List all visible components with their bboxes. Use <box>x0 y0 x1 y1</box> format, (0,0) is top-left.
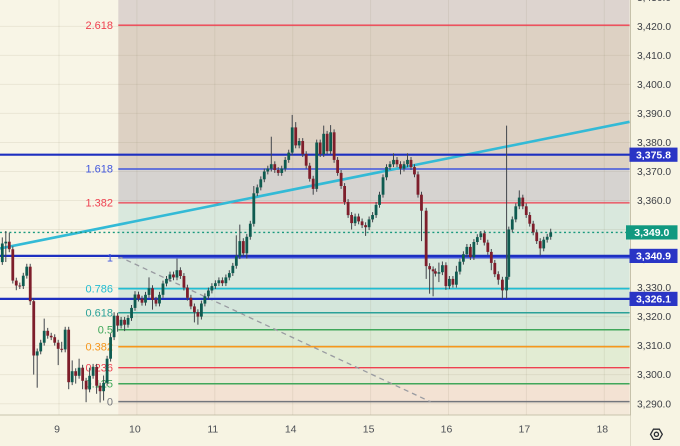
svg-text:14: 14 <box>285 424 297 436</box>
svg-text:3,320.0: 3,320.0 <box>637 312 671 323</box>
svg-text:15: 15 <box>363 424 375 436</box>
svg-text:3,349.0: 3,349.0 <box>634 227 669 239</box>
svg-text:3,310.0: 3,310.0 <box>637 341 671 352</box>
svg-text:2.618: 2.618 <box>85 20 113 32</box>
svg-text:3,340.9: 3,340.9 <box>636 251 671 263</box>
svg-text:0: 0 <box>107 396 113 408</box>
svg-text:16: 16 <box>441 424 453 436</box>
svg-text:0.382: 0.382 <box>85 341 113 353</box>
svg-text:0.618: 0.618 <box>85 308 113 320</box>
svg-text:1.382: 1.382 <box>85 198 113 210</box>
svg-text:0.5: 0.5 <box>98 324 113 336</box>
svg-text:9: 9 <box>54 424 60 436</box>
svg-text:3,300.0: 3,300.0 <box>637 370 671 381</box>
svg-text:3,430.0: 3,430.0 <box>637 0 671 4</box>
svg-text:3,420.0: 3,420.0 <box>637 22 671 33</box>
svg-text:3,410.0: 3,410.0 <box>637 51 671 62</box>
svg-text:3,290.0: 3,290.0 <box>637 399 671 410</box>
svg-text:3,400.0: 3,400.0 <box>637 80 671 91</box>
svg-text:0.786: 0.786 <box>85 283 113 295</box>
svg-text:3,360.0: 3,360.0 <box>637 196 671 207</box>
svg-text:11: 11 <box>207 424 218 436</box>
svg-text:3,326.1: 3,326.1 <box>636 294 671 306</box>
svg-text:3,390.0: 3,390.0 <box>637 109 671 120</box>
svg-text:3,330.0: 3,330.0 <box>637 283 671 294</box>
svg-text:3,375.8: 3,375.8 <box>636 150 671 162</box>
svg-text:17: 17 <box>519 424 531 436</box>
svg-text:1: 1 <box>107 253 113 265</box>
svg-text:3,380.0: 3,380.0 <box>637 138 671 149</box>
svg-text:10: 10 <box>129 424 141 436</box>
svg-text:1.618: 1.618 <box>85 164 113 176</box>
svg-text:3,370.0: 3,370.0 <box>637 167 671 178</box>
svg-text:18: 18 <box>596 424 608 436</box>
